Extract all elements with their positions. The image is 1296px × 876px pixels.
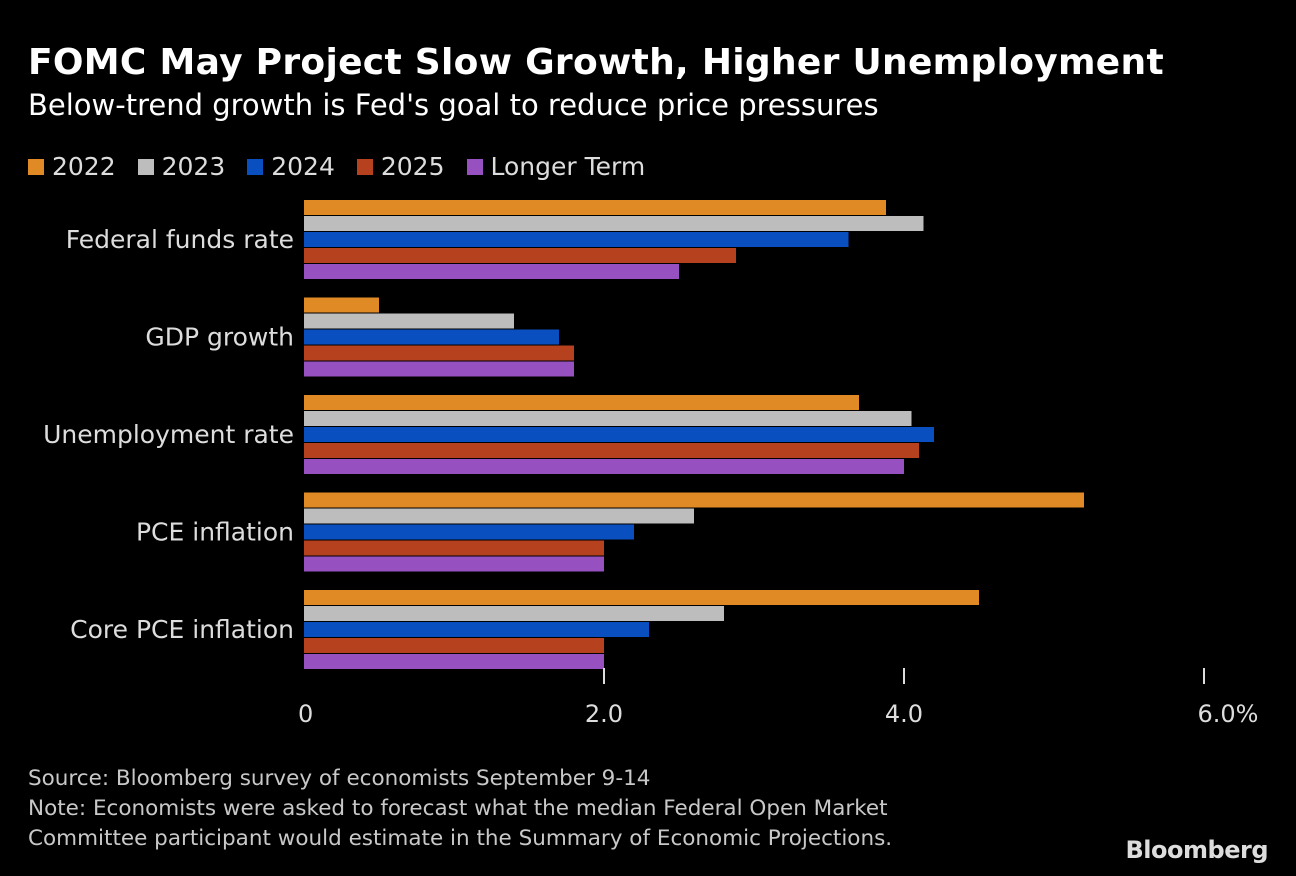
bar-2025 bbox=[304, 345, 574, 361]
bar-2025 bbox=[304, 638, 604, 653]
category-label: Unemployment rate bbox=[43, 420, 294, 449]
bar-2023 bbox=[304, 216, 924, 231]
legend-item: Longer Term bbox=[466, 152, 646, 181]
legend-label: Longer Term bbox=[490, 152, 646, 181]
bar-longer-term bbox=[304, 264, 679, 279]
footer: Source: Bloomberg survey of economists S… bbox=[28, 764, 892, 854]
legend-item: 2025 bbox=[356, 152, 445, 181]
bar-2022 bbox=[304, 297, 379, 313]
category-label: GDP growth bbox=[145, 323, 294, 352]
bar-2024 bbox=[304, 622, 649, 637]
category-label: Federal funds rate bbox=[66, 225, 294, 254]
bar-longer-term bbox=[304, 556, 604, 572]
chart-subtitle: Below-trend growth is Fed's goal to redu… bbox=[28, 88, 879, 122]
x-tick-label: 6.0% bbox=[1198, 700, 1259, 728]
bar-2022 bbox=[304, 395, 859, 410]
category-label: Core PCE inflation bbox=[70, 615, 294, 644]
bar-2023 bbox=[304, 411, 912, 426]
bar-2023 bbox=[304, 606, 724, 621]
bar-2025 bbox=[304, 540, 604, 556]
bar-longer-term bbox=[304, 459, 904, 474]
legend-label: 2023 bbox=[161, 152, 226, 181]
legend-item: 2024 bbox=[247, 152, 335, 181]
legend: 2022 2023 2024 2025 Longer Term bbox=[28, 152, 645, 181]
category-label: PCE inflation bbox=[136, 518, 294, 547]
legend-swatch bbox=[28, 158, 44, 175]
bar-2025 bbox=[304, 248, 736, 263]
x-tick-label: 0 bbox=[298, 700, 313, 728]
legend-swatch bbox=[466, 158, 483, 175]
bar-2024 bbox=[304, 232, 849, 247]
bar-2023 bbox=[304, 313, 514, 329]
source-note: Source: Bloomberg survey of economists S… bbox=[28, 766, 651, 791]
legend-swatch bbox=[356, 158, 373, 175]
note-line-1: Note: Economists were asked to forecast … bbox=[28, 796, 888, 821]
legend-item: 2023 bbox=[137, 152, 226, 181]
x-tick-label: 2.0 bbox=[585, 700, 623, 728]
bar-2024 bbox=[304, 524, 634, 540]
bar-2023 bbox=[304, 508, 694, 524]
legend-label: 2022 bbox=[52, 152, 116, 181]
x-tick-label: 4.0 bbox=[885, 700, 923, 728]
chart-title: FOMC May Project Slow Growth, Higher Une… bbox=[28, 42, 1164, 83]
legend-swatch bbox=[137, 158, 154, 175]
bloomberg-logo: Bloomberg bbox=[1125, 836, 1269, 864]
legend-swatch bbox=[247, 158, 264, 175]
legend-label: 2024 bbox=[271, 152, 335, 181]
bar-2025 bbox=[304, 443, 919, 458]
legend-item: 2022 bbox=[28, 152, 116, 181]
bar-2024 bbox=[304, 427, 934, 442]
bar-longer-term bbox=[304, 361, 574, 377]
legend-label: 2025 bbox=[380, 152, 445, 181]
note-line-2: Committee participant would estimate in … bbox=[28, 826, 893, 851]
bar-2022 bbox=[304, 492, 1084, 508]
bar-longer-term bbox=[304, 654, 604, 669]
bar-2022 bbox=[304, 590, 979, 605]
bar-2022 bbox=[304, 200, 886, 215]
bar-2024 bbox=[304, 329, 559, 345]
